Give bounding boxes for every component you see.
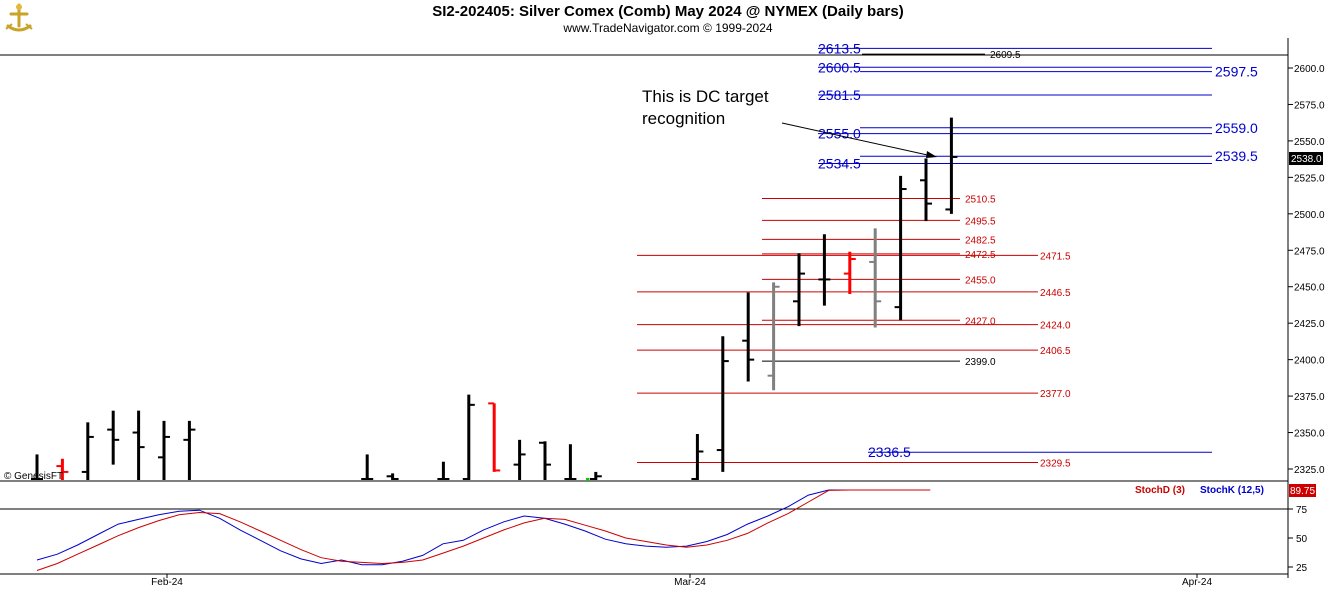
chart-header: SI2-202405: Silver Comex (Comb) May 2024… <box>0 0 1336 38</box>
price-y-axis: 2325.0 2350.0 2375.0 2400.0 2425.0 2450.0 2475… <box>1288 64 1325 476</box>
x-tick-label: Apr-24 <box>1182 577 1212 588</box>
annotation-line-2: recognition <box>642 109 725 128</box>
level-label: 2336.5 <box>868 444 911 460</box>
y-tick-label: 2550.0 <box>1294 137 1325 148</box>
y-tick-label: 2400.0 <box>1294 356 1325 367</box>
level-label: 2455.0 <box>965 275 996 286</box>
level-label: 2613.5 <box>818 40 861 56</box>
level-label: 2495.5 <box>965 216 996 227</box>
trade-navigator-logo-icon <box>4 2 34 34</box>
stoch-series-line <box>36 489 931 566</box>
y-tick-label: 2500.0 <box>1294 210 1325 221</box>
x-tick-label: Feb-24 <box>151 577 183 588</box>
level-label: 2427.0 <box>965 316 996 327</box>
annotation-arrow-head-icon <box>926 151 937 158</box>
level-label: 2446.5 <box>1040 288 1071 299</box>
stoch-last-box <box>1289 484 1316 497</box>
level-label: 2471.5 <box>1040 251 1071 262</box>
stochastic-panel: 25 50 75 <box>36 489 1308 574</box>
stoch-y-tick-label: 50 <box>1296 534 1308 545</box>
level-label: 2329.5 <box>1040 458 1071 469</box>
y-tick-label: 2350.0 <box>1294 429 1325 440</box>
annotation-arrow-line <box>781 122 933 157</box>
last-price-box <box>1289 152 1323 165</box>
level-label: 2424.0 <box>1040 321 1071 332</box>
level-label: 2399.0 <box>965 357 996 368</box>
level-label: 2539.5 <box>1215 148 1258 164</box>
y-tick-label: 2600.0 <box>1294 64 1325 75</box>
y-tick-label: 2450.0 <box>1294 283 1325 294</box>
level-label: 2534.5 <box>818 156 861 172</box>
level-label: 2482.5 <box>965 235 996 246</box>
x-tick-label: Mar-24 <box>674 577 706 588</box>
chart-title: SI2-202405: Silver Comex (Comb) May 2024… <box>432 3 904 20</box>
price-panel <box>0 38 1288 481</box>
level-label: 2510.5 <box>965 195 996 206</box>
level-label: 2377.0 <box>1040 389 1071 400</box>
level-label: 2600.5 <box>818 59 861 75</box>
ohlc-bars-group <box>31 117 958 481</box>
level-label: 2581.5 <box>818 87 861 103</box>
stoch-y-tick-label: 75 <box>1296 505 1308 516</box>
level-label: 2597.5 <box>1215 64 1258 80</box>
stochk-legend: StochK (12,5) <box>1200 485 1264 496</box>
genesis-watermark: © GenesisFT <box>4 471 63 482</box>
stoch-series-line <box>36 489 931 571</box>
level-label: 2406.5 <box>1040 346 1071 357</box>
level-label: 2609.5 <box>990 50 1021 61</box>
last-price-label: 2538.0 <box>1291 154 1322 165</box>
x-axis: Feb-24 Mar-24 Apr-24 <box>151 574 1212 588</box>
stoch-last-label: 89.75 <box>1290 486 1315 497</box>
y-tick-label: 2575.0 <box>1294 100 1325 111</box>
y-tick-label: 2425.0 <box>1294 319 1325 330</box>
stochd-legend: StochD (3) <box>1135 485 1185 496</box>
stoch-y-tick-label: 25 <box>1296 563 1308 574</box>
level-label: 2559.0 <box>1215 120 1258 136</box>
green-marker <box>586 478 589 481</box>
y-tick-label: 2525.0 <box>1294 173 1325 184</box>
chart-subtitle: www.TradeNavigator.com © 1999-2024 <box>563 21 773 35</box>
annotation-line-1: This is DC target <box>642 87 769 106</box>
y-tick-label: 2375.0 <box>1294 392 1325 403</box>
y-tick-label: 2475.0 <box>1294 246 1325 257</box>
y-tick-label: 2325.0 <box>1294 465 1325 476</box>
